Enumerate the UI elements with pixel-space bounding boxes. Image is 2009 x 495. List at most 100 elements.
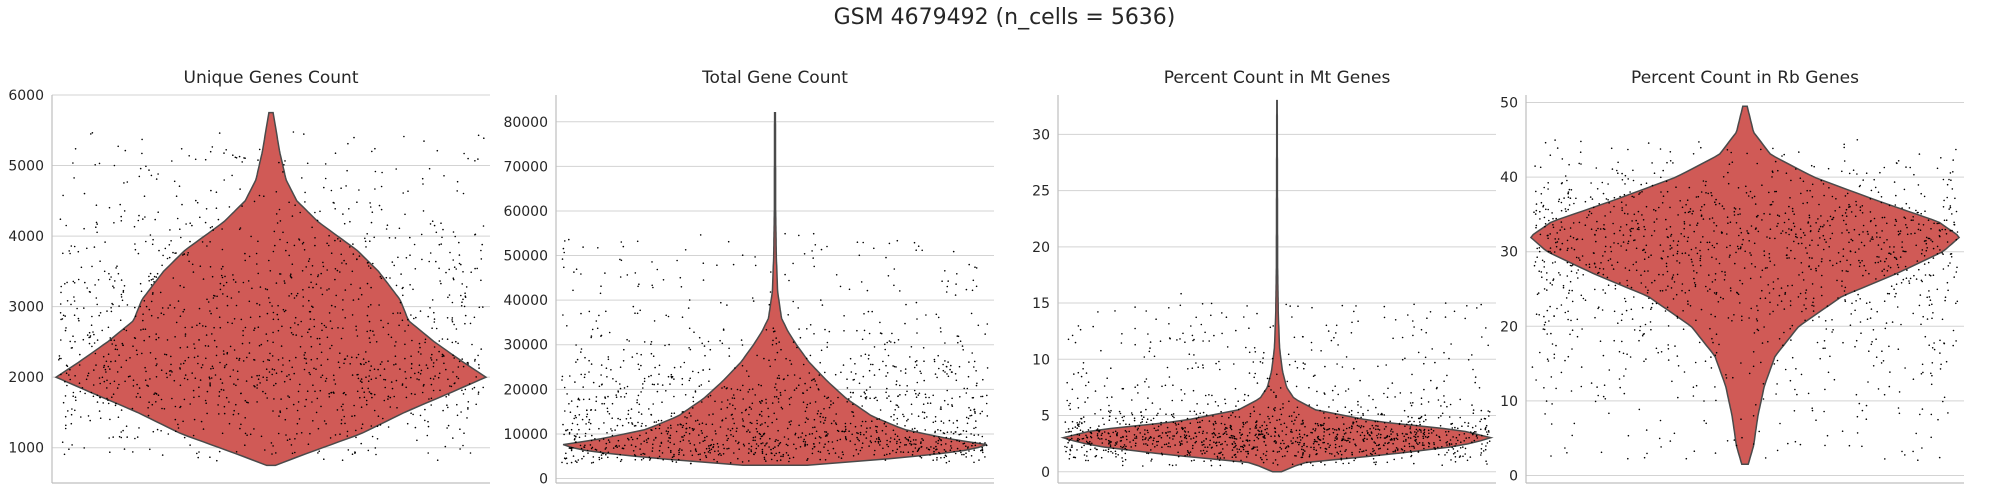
data-point: [814, 380, 816, 382]
data-point: [1715, 203, 1717, 206]
data-point: [244, 444, 246, 447]
data-point: [272, 341, 274, 344]
data-point: [1427, 442, 1430, 444]
data-point: [329, 320, 332, 322]
data-point: [759, 433, 762, 436]
data-point: [145, 165, 147, 168]
data-point: [219, 378, 222, 381]
data-point: [1231, 443, 1234, 445]
data-point: [798, 384, 800, 387]
data-point: [1811, 407, 1813, 410]
data-point: [573, 417, 575, 420]
data-point: [1594, 400, 1597, 403]
data-point: [971, 444, 973, 447]
data-point: [438, 350, 440, 353]
data-point: [598, 458, 601, 461]
data-point: [1658, 437, 1661, 440]
data-point: [74, 375, 76, 377]
data-point: [600, 334, 603, 337]
data-point: [1916, 260, 1919, 262]
data-point: [1895, 258, 1898, 261]
data-point: [1406, 433, 1408, 436]
data-point: [1399, 392, 1402, 394]
data-point: [1145, 408, 1147, 411]
data-point: [760, 384, 762, 387]
data-point: [1286, 450, 1289, 453]
data-point: [307, 260, 310, 263]
data-point: [1294, 454, 1296, 457]
data-point: [1880, 196, 1883, 198]
data-point: [658, 364, 661, 367]
data-point: [634, 445, 637, 448]
data-point: [772, 327, 775, 330]
data-point: [1710, 313, 1712, 316]
data-point: [1376, 420, 1379, 423]
data-point: [366, 282, 369, 285]
data-point: [1848, 444, 1851, 447]
data-point: [1778, 294, 1781, 297]
data-point: [441, 338, 444, 340]
data-point: [1760, 148, 1762, 151]
data-point: [959, 340, 962, 343]
data-point: [1217, 457, 1219, 459]
data-point: [1233, 441, 1235, 443]
data-point: [1119, 440, 1122, 442]
data-point: [414, 268, 417, 270]
data-point: [209, 266, 212, 268]
data-point: [673, 378, 675, 380]
data-point: [636, 399, 638, 401]
data-point: [1328, 428, 1331, 430]
data-point: [209, 150, 212, 153]
data-point: [1603, 228, 1606, 231]
data-point: [1110, 409, 1112, 412]
data-point: [199, 379, 202, 381]
data-point: [1356, 424, 1359, 427]
data-point: [259, 382, 261, 384]
data-point: [604, 272, 606, 274]
data-point: [864, 396, 867, 399]
data-point: [223, 366, 226, 369]
data-point: [1681, 283, 1684, 285]
data-point: [1811, 183, 1814, 186]
data-point: [322, 265, 325, 268]
data-point: [611, 434, 614, 437]
data-point: [445, 271, 447, 274]
data-point: [310, 345, 313, 348]
data-point: [73, 314, 76, 317]
data-point: [221, 228, 223, 230]
data-point: [342, 409, 344, 411]
data-point: [1912, 378, 1915, 381]
data-point: [83, 192, 86, 195]
data-point: [1213, 428, 1216, 430]
data-point: [1647, 256, 1650, 259]
data-point: [186, 378, 189, 381]
data-point: [927, 402, 929, 405]
data-point: [1386, 448, 1389, 451]
data-point: [803, 438, 805, 441]
data-point: [793, 389, 796, 391]
data-point: [115, 267, 117, 269]
data-point: [421, 258, 423, 261]
data-point: [596, 327, 599, 330]
data-point: [1548, 219, 1550, 222]
data-point: [359, 396, 361, 399]
data-point: [1789, 379, 1792, 382]
data-point: [732, 394, 735, 396]
data-point: [935, 445, 937, 448]
data-point: [1230, 434, 1233, 437]
data-point: [394, 355, 397, 358]
data-point: [578, 414, 581, 416]
data-point: [889, 440, 891, 443]
data-point: [369, 206, 372, 208]
data-point: [1772, 310, 1774, 313]
data-point: [180, 236, 182, 239]
data-point: [1680, 233, 1682, 235]
data-point: [340, 419, 343, 421]
data-point: [916, 381, 919, 384]
data-point: [1856, 432, 1859, 434]
data-point: [979, 412, 982, 415]
data-point: [571, 422, 574, 425]
data-point: [431, 327, 433, 330]
data-point: [1084, 401, 1086, 403]
data-point: [1145, 421, 1148, 424]
